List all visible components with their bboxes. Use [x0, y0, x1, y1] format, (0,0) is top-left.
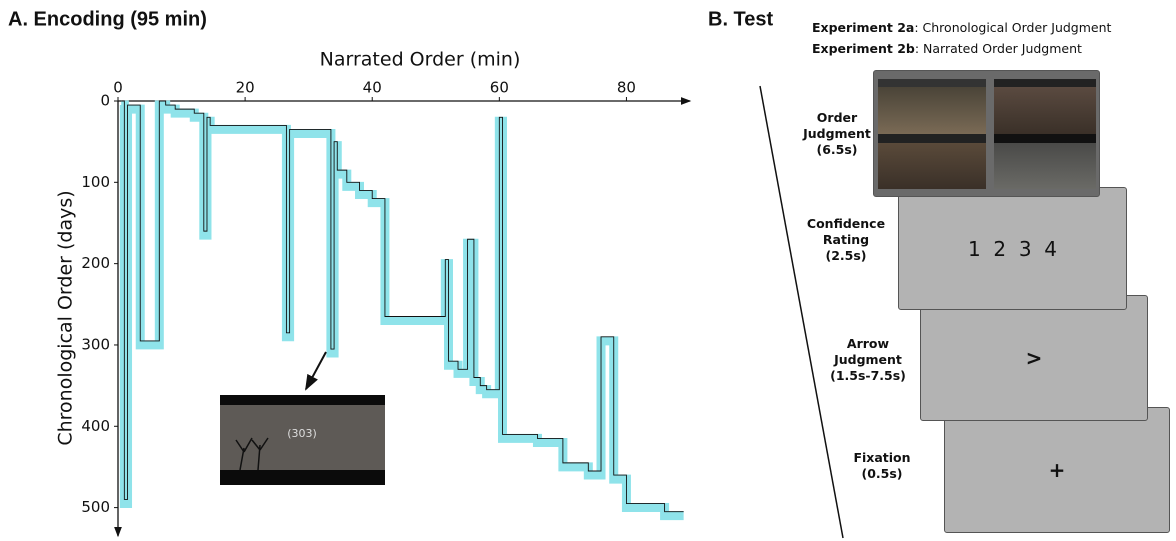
x-tick-label: 0 — [113, 79, 123, 97]
stage-name: Confidence Rating — [796, 216, 896, 248]
panel-title: B. Test — [708, 8, 774, 30]
x-tick-label: 40 — [363, 79, 382, 97]
screen-text: 1 2 3 4 — [968, 237, 1057, 261]
film-still — [994, 79, 1096, 189]
screen: 1 2 3 4 — [898, 187, 1127, 310]
line-band — [121, 105, 683, 516]
plot-area: 0 20 40 60 80 0 100 200 300 400 500 — [81, 79, 690, 537]
y-tick-label: 200 — [81, 254, 110, 272]
film-still — [878, 79, 986, 189]
screen: > — [920, 295, 1148, 421]
inset-arrow — [306, 352, 326, 389]
x-tick-label: 20 — [236, 79, 255, 97]
y-tick-label: 500 — [81, 498, 110, 516]
page: {"chart_data": {"type": "line", "title":… — [0, 0, 1176, 541]
experiment-name: Experiment 2a — [812, 20, 914, 35]
stage-name: Order Judgment — [782, 110, 892, 142]
x-tick-label: 80 — [617, 79, 636, 97]
experiment: Experiment 2b: Narrated Order Judgment — [812, 41, 1082, 56]
y-tick-label: 300 — [81, 335, 110, 353]
y-tick-label: 400 — [81, 417, 110, 435]
stage-name: Arrow Judgment — [818, 336, 918, 368]
stage-duration: (0.5s) — [832, 466, 932, 482]
x-axis-label: Narrated Order (min) — [320, 49, 521, 71]
experiment-name: Experiment 2b — [812, 41, 915, 56]
screen-text: > — [1026, 346, 1043, 370]
inset-bar — [220, 395, 385, 405]
stage-label: Order Judgment(6.5s) — [782, 110, 892, 158]
inset-bar — [220, 470, 385, 485]
stage-duration: (6.5s) — [782, 142, 892, 158]
stage-duration: (1.5s-7.5s) — [818, 368, 918, 384]
stage-duration: (2.5s) — [796, 248, 896, 264]
y-tick-label: 100 — [81, 173, 110, 191]
panel-title: A. Encoding (95 min) — [8, 8, 207, 30]
screen-text: + — [1049, 458, 1066, 482]
screen: + — [944, 407, 1170, 533]
y-tick-label: 0 — [100, 92, 110, 110]
x-tick-label: 60 — [490, 79, 509, 97]
experiment-text: : Chronological Order Judgment — [914, 20, 1111, 35]
stage-label: Fixation(0.5s) — [832, 450, 932, 482]
stage-name: Fixation — [832, 450, 932, 466]
stage-label: Confidence Rating(2.5s) — [796, 216, 896, 264]
y-axis-label: Chronological Order (days) — [55, 190, 77, 445]
experiment: Experiment 2a: Chronological Order Judgm… — [812, 20, 1111, 35]
screen — [873, 70, 1100, 197]
experiment-text: : Narrated Order Judgment — [915, 41, 1082, 56]
inset-annotation: (303) — [287, 427, 317, 440]
stage-label: Arrow Judgment(1.5s-7.5s) — [818, 336, 918, 384]
